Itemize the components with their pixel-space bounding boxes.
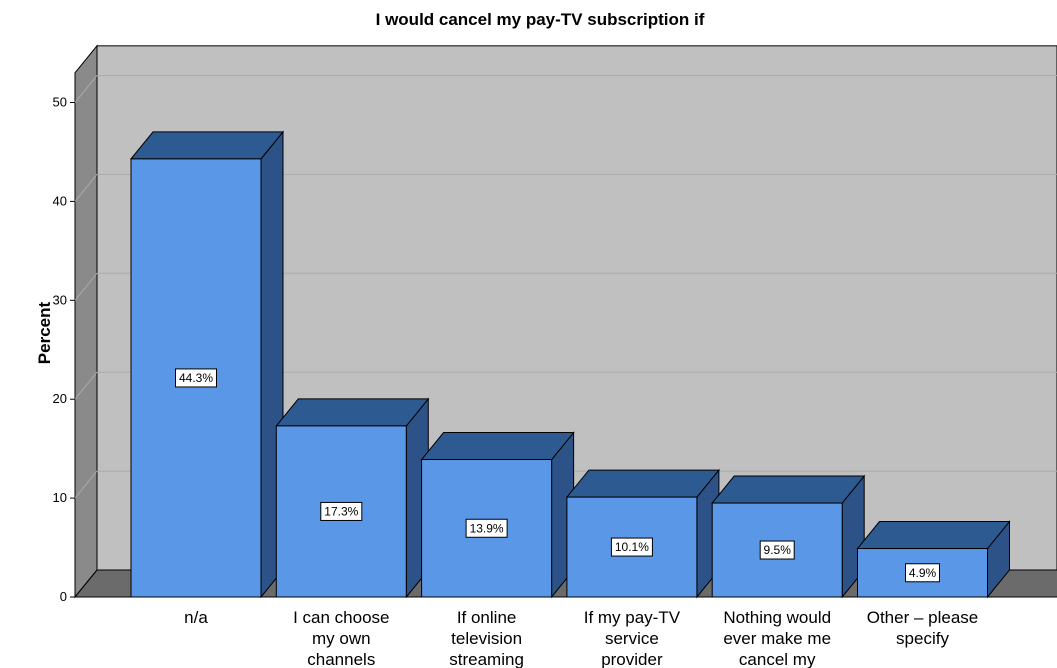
category-label-line: I can choose xyxy=(293,608,389,627)
data-label: 17.3% xyxy=(324,504,358,518)
gridline-side xyxy=(74,272,98,301)
data-label: 10.1% xyxy=(615,540,649,554)
bars: 44.3% 17.3% 13.9% 10.1% 9.5% 4.9% xyxy=(129,130,1011,599)
category-label: n/a xyxy=(184,608,208,627)
category-label-line: service xyxy=(605,629,659,648)
category-label-line: streaming xyxy=(449,650,524,668)
y-tick-label: 0 xyxy=(60,589,67,604)
data-label-box xyxy=(175,368,217,388)
bar-top xyxy=(565,469,720,498)
x-axis-categories: n/a I can choose my own channels If online te… xyxy=(184,608,978,668)
y-tick-label: 10 xyxy=(53,490,67,505)
category-label-line: channels xyxy=(307,650,375,668)
data-label-box xyxy=(610,537,653,557)
gridline-side xyxy=(74,174,98,202)
category-label-line: specify xyxy=(896,629,949,648)
bar-top xyxy=(420,432,575,461)
category-label-line: ever make me xyxy=(723,629,831,648)
category-label: If online television streaming xyxy=(449,608,524,668)
y-tick-label: 30 xyxy=(53,292,67,307)
bar-top xyxy=(275,398,430,427)
data-label-box xyxy=(465,518,508,538)
bar: 17.3% xyxy=(275,397,430,599)
category-label-line: If online xyxy=(457,608,517,627)
category-label: If my pay-TV service provider xyxy=(584,608,681,668)
y-axis-label: Percent xyxy=(35,301,54,364)
data-label: 9.5% xyxy=(764,543,792,557)
category-label-line: Nothing would xyxy=(723,608,831,627)
category-label-line: cancel my xyxy=(739,650,816,668)
data-label: 44.3% xyxy=(179,371,213,385)
bar: 4.9% xyxy=(856,520,1011,599)
bar-top xyxy=(129,131,285,160)
plot-side-wall xyxy=(74,44,98,599)
y-axis-ticks: 0 10 20 30 40 50 xyxy=(53,95,75,604)
data-label-box xyxy=(905,563,940,583)
category-label-line: Other – please xyxy=(867,608,979,627)
category-label-line: my own xyxy=(312,629,371,648)
bar-top xyxy=(856,521,1011,550)
bar-top xyxy=(711,475,866,504)
category-label: Other – please specify xyxy=(867,608,979,648)
data-label: 13.9% xyxy=(470,521,504,535)
bar: 44.3% xyxy=(129,130,285,599)
category-label: I can choose my own channels xyxy=(293,608,389,668)
category-label: Nothing would ever make me cancel my xyxy=(723,608,831,668)
category-label-line: provider xyxy=(601,650,663,668)
bar: 13.9% xyxy=(420,431,575,599)
gridline-side xyxy=(74,371,98,400)
bar: 10.1% xyxy=(565,468,720,599)
bar: 9.5% xyxy=(711,474,866,599)
gridline-side xyxy=(74,470,98,499)
data-label: 4.9% xyxy=(909,566,937,580)
y-tick-label: 20 xyxy=(53,391,67,406)
y-tick-label: 50 xyxy=(53,95,67,110)
data-label-box xyxy=(320,501,363,521)
data-label-box xyxy=(759,540,795,560)
category-label-line: television xyxy=(451,629,522,648)
y-tick-label: 40 xyxy=(53,193,67,208)
chart-title: I would cancel my pay-TV subscription if xyxy=(376,10,705,29)
gridline-side xyxy=(74,75,98,103)
category-label-line: n/a xyxy=(184,608,208,627)
category-label-line: If my pay-TV xyxy=(584,608,681,627)
